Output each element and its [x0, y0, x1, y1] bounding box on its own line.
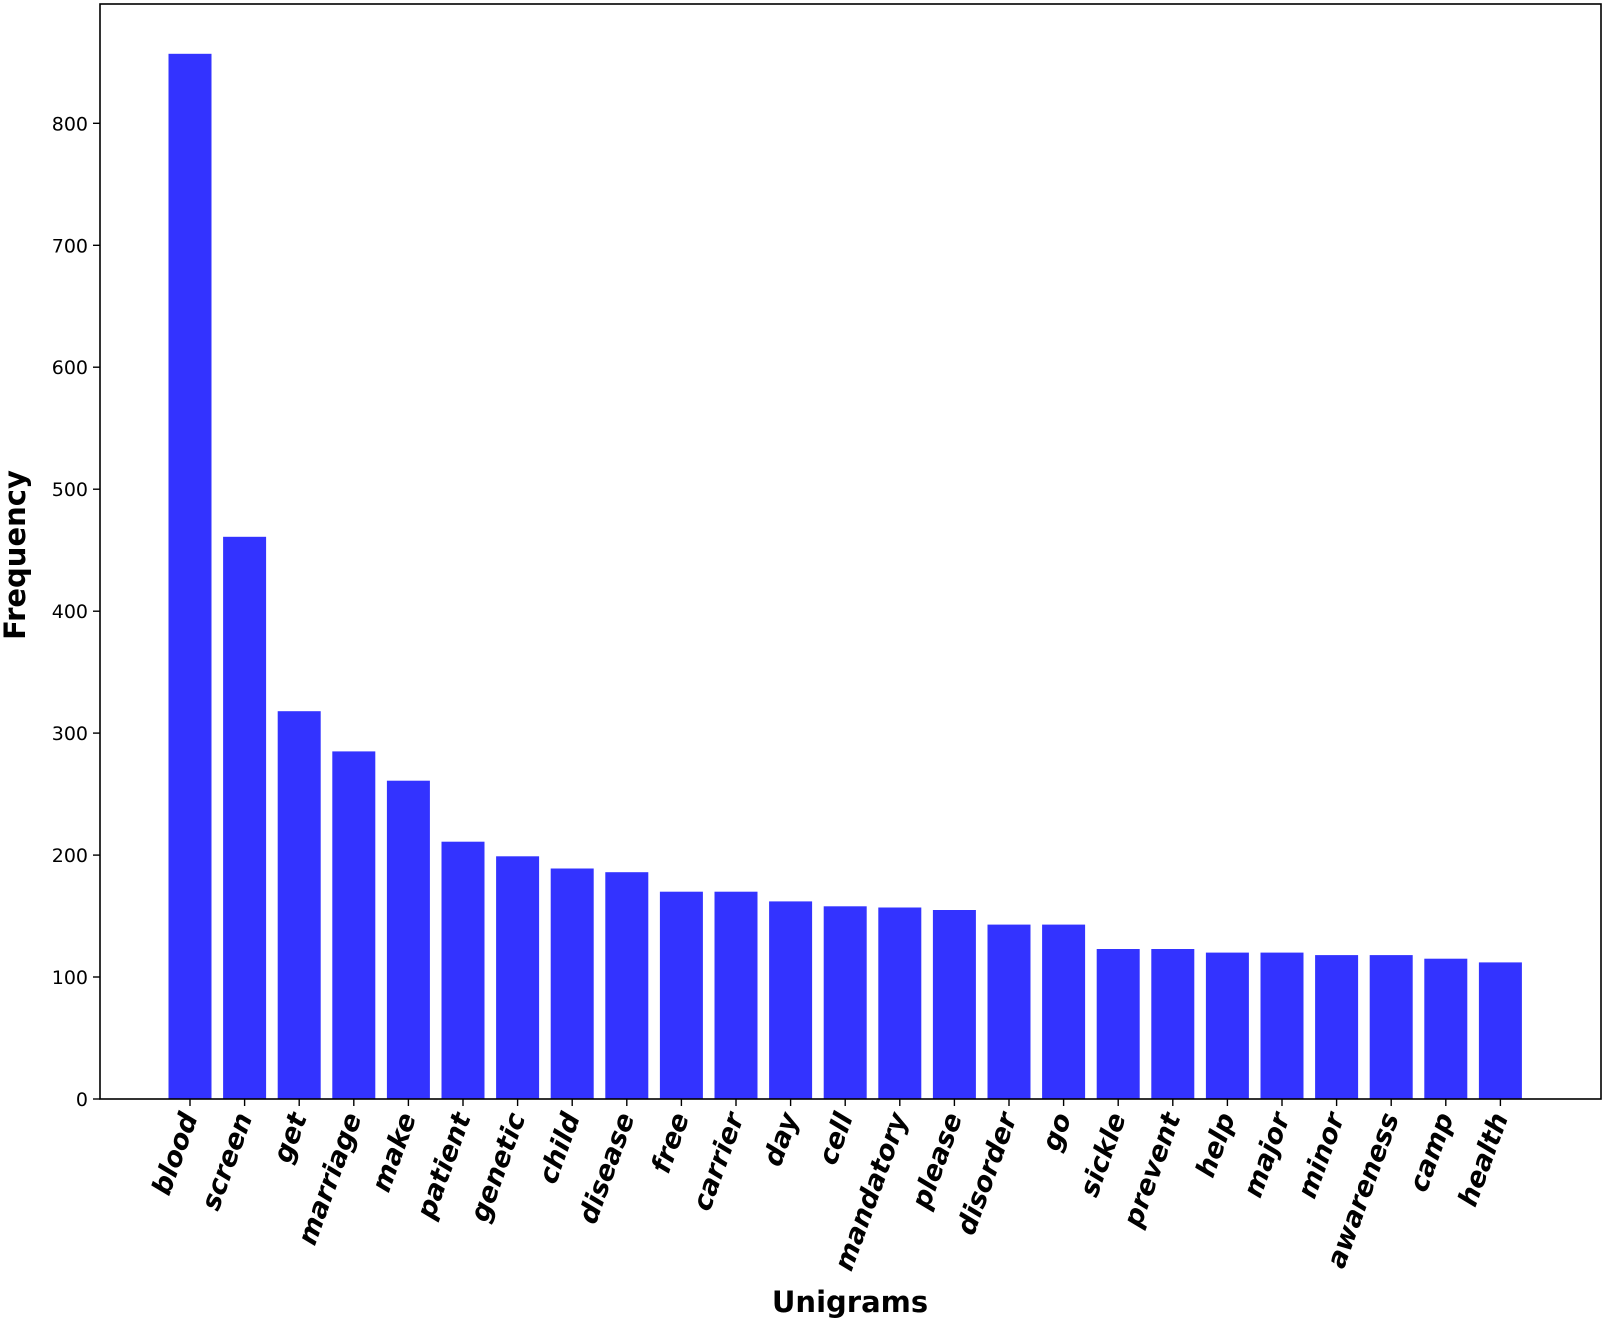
bars-group: [168, 53, 1522, 1099]
bar-patient: [441, 841, 485, 1099]
x-tick-label-health: health: [1453, 1109, 1515, 1211]
bar-sickle: [1096, 949, 1140, 1099]
bar-disease: [605, 872, 649, 1099]
y-tick-label-100: 100: [52, 967, 88, 989]
bar-go: [1042, 924, 1086, 1099]
y-tick-label-600: 600: [52, 357, 88, 379]
bar-health: [1478, 962, 1522, 1099]
y-tick-label-0: 0: [76, 1089, 88, 1111]
bar-major: [1260, 952, 1304, 1099]
y-tick-label-300: 300: [52, 723, 88, 745]
bar-make: [386, 780, 430, 1099]
x-tick-label-help: help: [1190, 1109, 1242, 1182]
bar-day: [769, 901, 813, 1099]
x-tick-label-get: get: [267, 1108, 314, 1167]
y-tick-label-700: 700: [52, 235, 88, 257]
x-tick-label-screen: screen: [195, 1109, 259, 1215]
x-tick-label-blood: blood: [146, 1108, 204, 1199]
plot-frame: [99, 3, 1602, 1100]
x-tick-label-free: free: [646, 1109, 696, 1178]
y-tick-label-200: 200: [52, 845, 88, 867]
bar-please: [932, 910, 976, 1099]
y-axis-title: Frequency: [0, 470, 32, 640]
x-tick-label-camp: camp: [1403, 1109, 1460, 1196]
x-tick-label-day: day: [757, 1107, 805, 1170]
bar-free: [659, 891, 703, 1099]
x-tick-label-major: major: [1238, 1107, 1298, 1201]
bar-get: [277, 711, 321, 1099]
x-tick-label-sickle: sickle: [1074, 1109, 1133, 1201]
bar-marriage: [332, 751, 376, 1099]
x-tick-label-go: go: [1036, 1109, 1078, 1155]
bar-disorder: [987, 924, 1031, 1099]
x-axis-title: Unigrams: [772, 1285, 928, 1319]
bar-mandatory: [878, 907, 922, 1099]
bar-blood: [168, 53, 212, 1099]
y-axis: 0 100 200 300 400 500 600 700 800: [52, 113, 100, 1111]
bar-awareness: [1369, 955, 1413, 1099]
x-tick-label-please: please: [905, 1109, 969, 1214]
bar-child: [550, 868, 594, 1099]
bar-minor: [1315, 955, 1359, 1099]
y-tick-label-400: 400: [52, 601, 88, 623]
x-tick-label-minor: minor: [1292, 1107, 1352, 1202]
bar-help: [1205, 952, 1249, 1099]
bar-screen: [223, 536, 267, 1099]
bar-camp: [1424, 958, 1468, 1099]
y-tick-label-500: 500: [52, 479, 88, 501]
x-tick-label-child: child: [533, 1108, 587, 1188]
x-tick-label-cell: cell: [813, 1108, 860, 1169]
x-tick-label-make: make: [366, 1109, 423, 1196]
y-tick-label-800: 800: [52, 113, 88, 135]
bar-cell: [823, 906, 867, 1099]
x-tick-label-carrier: carrier: [687, 1107, 752, 1215]
bar-genetic: [496, 856, 540, 1099]
bar-carrier: [714, 891, 758, 1099]
bar-prevent: [1151, 949, 1195, 1099]
